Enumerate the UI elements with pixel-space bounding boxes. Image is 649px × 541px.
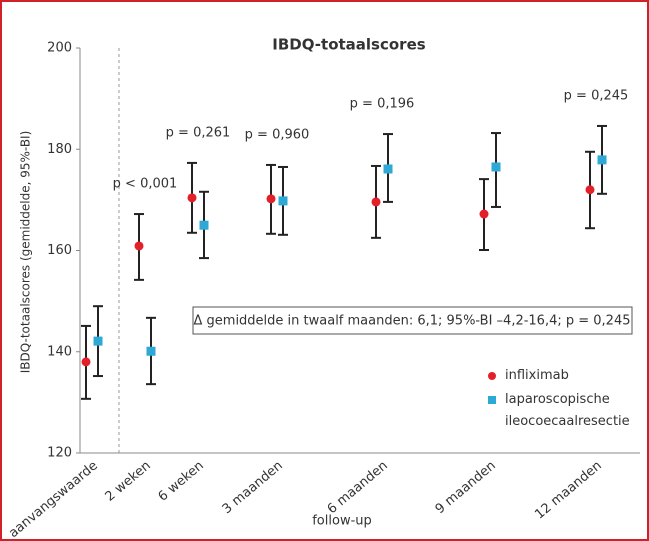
x-tick-label: 3 maanden [220,458,286,517]
point [187,193,197,203]
point [597,155,607,165]
x-tick-label: aanvangswaarde [6,458,101,539]
p-value: p = 0,261 [166,125,231,140]
legend-label: infliximab [505,368,569,383]
annotation: Δ gemiddelde in twaalf maanden: 6,1; 95%… [194,314,631,329]
point [134,241,144,251]
point [383,164,393,174]
x-tick-label: 2 weken [103,458,154,504]
p-value: p = 0,245 [564,88,629,103]
point [81,357,91,367]
p-value: p < 0,001 [113,177,178,192]
x-tick-label: 6 weken [156,458,207,504]
x-tick-label: 6 maanden [325,458,391,517]
x-tick-label: 9 maanden [433,458,499,517]
point [479,209,489,219]
y-tick-label: 200 [47,41,72,56]
point [199,220,209,230]
y-tick-label: 180 [47,142,72,157]
annotation-box [192,306,633,335]
point [491,162,501,172]
legend-swatch [488,372,496,380]
x-tick-label: 12 maanden [532,458,604,522]
y-tick-label: 120 [47,446,72,461]
point [585,185,595,195]
x-axis-label: follow-up [312,514,372,529]
point [278,196,288,206]
y-tick-label: 140 [47,344,72,359]
legend-label: laparoscopische ileocoecaalresectie [505,392,630,429]
y-tick-label: 160 [47,243,72,258]
point [93,336,103,346]
point [266,194,276,204]
point [371,197,381,207]
chart-title: IBDQ-totaalscores [272,36,425,54]
p-value: p = 0,960 [245,127,310,142]
legend-swatch [488,396,496,404]
point [146,346,156,356]
y-axis-label: IBDQ-totaalscores (gemiddelde, 95%-BI) [19,131,33,374]
p-value: p = 0,196 [350,97,415,112]
